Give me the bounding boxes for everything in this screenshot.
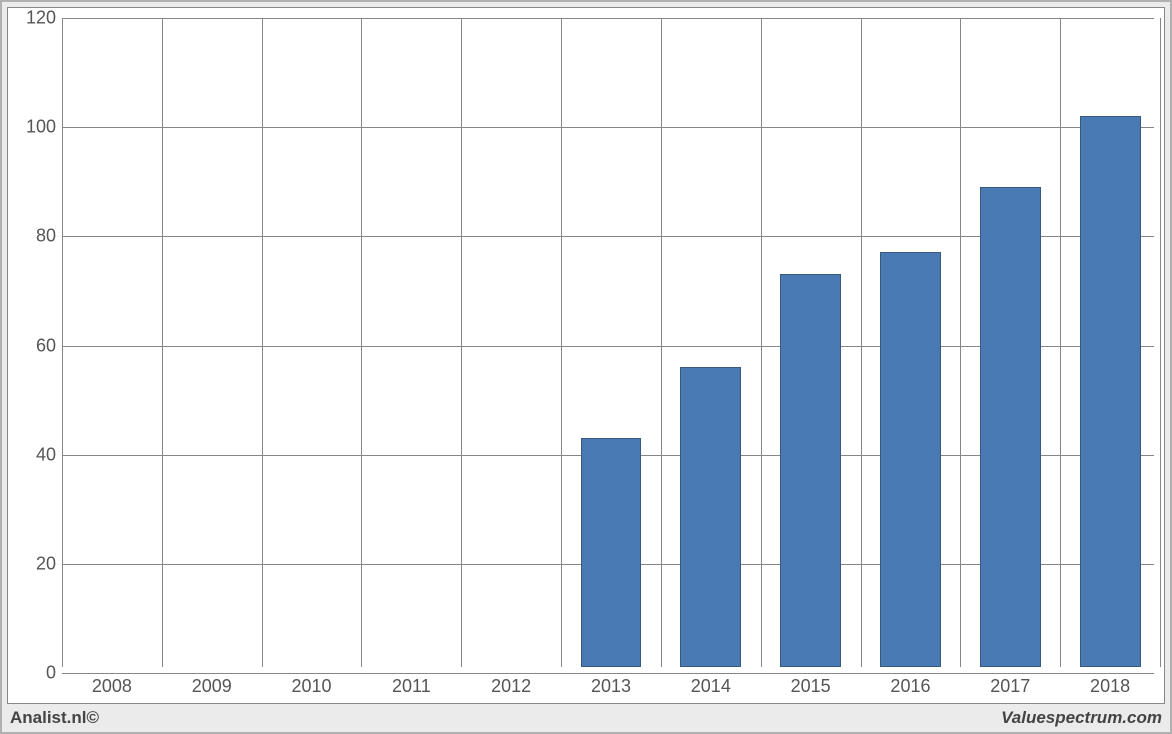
x-axis-label: 2017: [990, 676, 1030, 697]
bar: [980, 187, 1041, 667]
x-axis-label: 2010: [292, 676, 332, 697]
gridline-v: [1060, 18, 1061, 667]
y-axis-label: 120: [8, 8, 56, 29]
gridline-h: [62, 18, 1154, 19]
footer-left-label: Analist.nl©: [10, 708, 99, 728]
y-axis-label: 100: [8, 117, 56, 138]
plot-area: [62, 18, 1154, 667]
gridline-v: [561, 18, 562, 667]
gridline-v: [361, 18, 362, 667]
y-axis-label: 0: [8, 663, 56, 684]
bar: [680, 367, 741, 667]
bar: [581, 438, 642, 667]
chart-container: 0 20 40 60 80 100 120 2008 2009 2010 2011 2012 2013 2…: [7, 7, 1165, 704]
gridline-v: [960, 18, 961, 667]
y-axis-label: 20: [8, 553, 56, 574]
gridline-h: [62, 127, 1154, 128]
gridline-v: [262, 18, 263, 667]
x-axis-label: 2009: [192, 676, 232, 697]
footer: Analist.nl© Valuespectrum.com: [10, 707, 1162, 729]
gridline-v: [1160, 18, 1161, 667]
x-axis-label: 2016: [890, 676, 930, 697]
bar: [1080, 116, 1141, 667]
x-axis-label: 2018: [1090, 676, 1130, 697]
footer-right-label: Valuespectrum.com: [1001, 708, 1162, 728]
x-axis-label: 2012: [491, 676, 531, 697]
gridline-v: [62, 18, 63, 667]
gridline-v: [761, 18, 762, 667]
y-axis-label: 40: [8, 444, 56, 465]
gridline-h: [62, 673, 1154, 674]
bar: [880, 252, 941, 667]
x-axis-label: 2008: [92, 676, 132, 697]
y-axis-label: 80: [8, 226, 56, 247]
gridline-v: [661, 18, 662, 667]
gridline-v: [861, 18, 862, 667]
x-axis-label: 2015: [791, 676, 831, 697]
x-axis-label: 2013: [591, 676, 631, 697]
x-axis-label: 2014: [691, 676, 731, 697]
bar: [780, 274, 841, 667]
gridline-v: [162, 18, 163, 667]
y-axis-label: 60: [8, 335, 56, 356]
x-axis-label: 2011: [392, 676, 431, 697]
gridline-v: [461, 18, 462, 667]
